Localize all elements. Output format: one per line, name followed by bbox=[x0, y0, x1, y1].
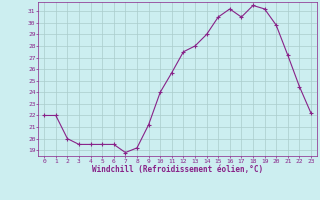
X-axis label: Windchill (Refroidissement éolien,°C): Windchill (Refroidissement éolien,°C) bbox=[92, 165, 263, 174]
